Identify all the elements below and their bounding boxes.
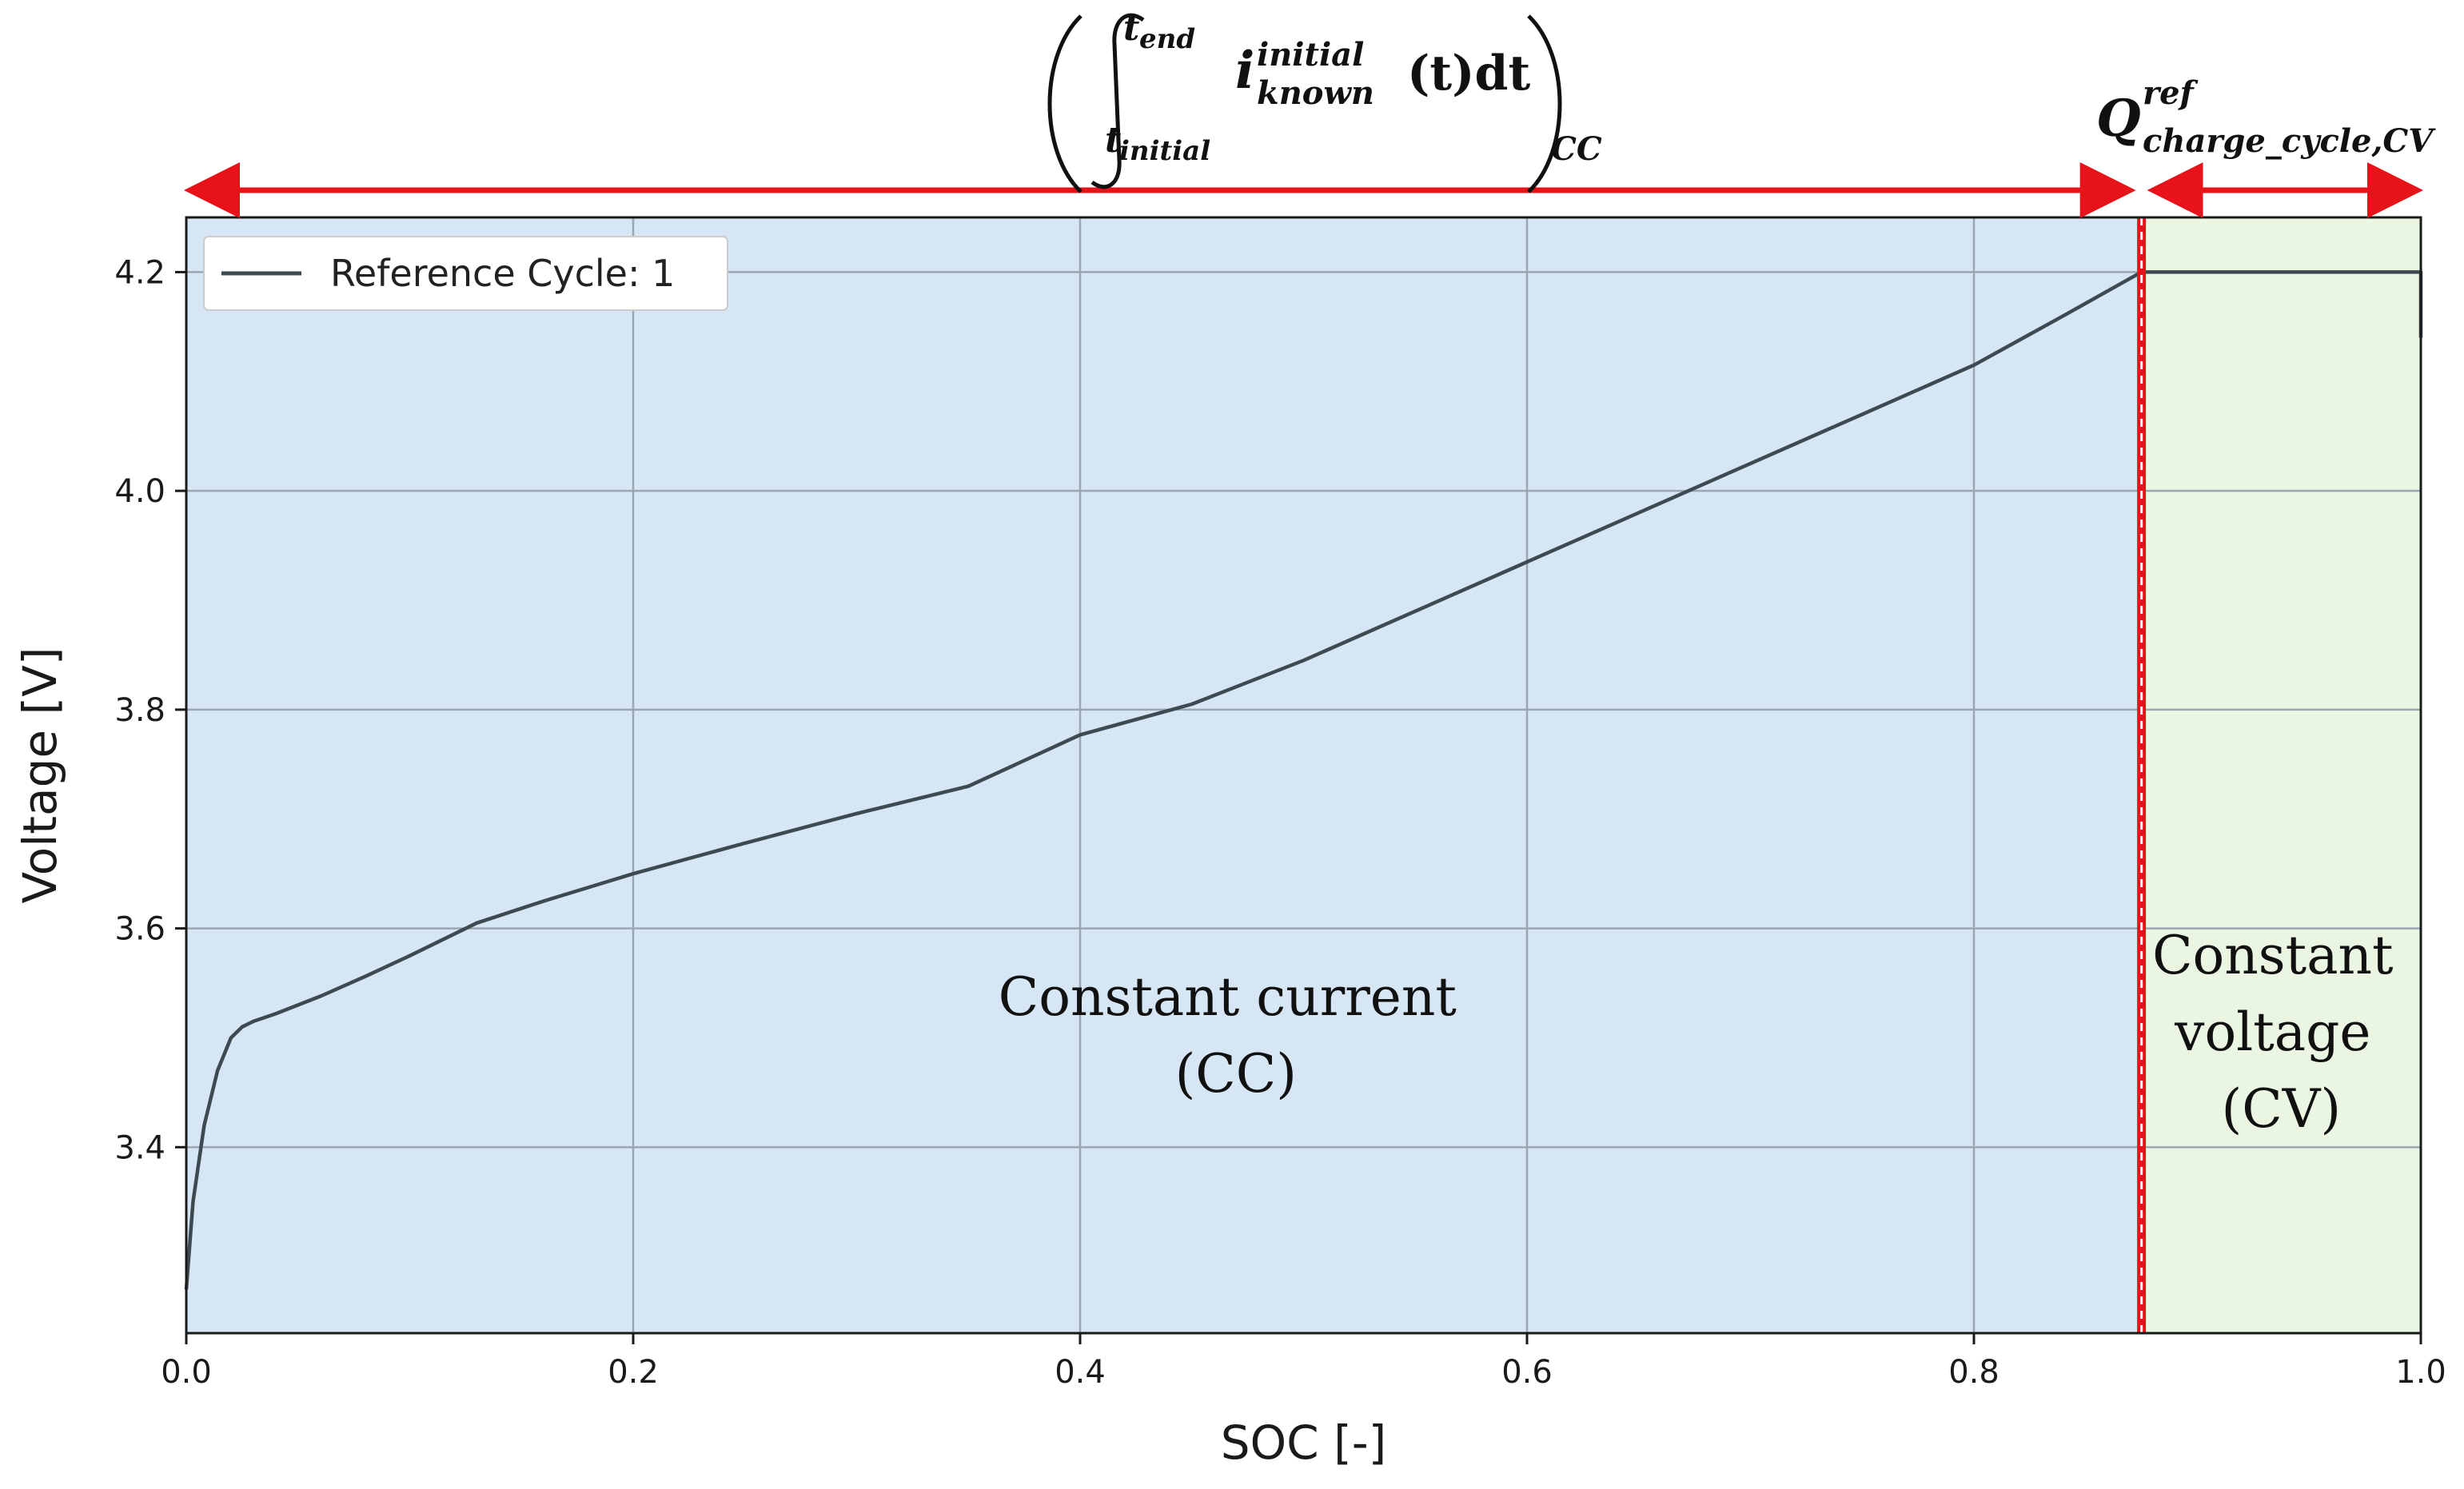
legend-label: Reference Cycle: 1	[330, 252, 675, 295]
x-tick-label: 0.8	[1948, 1354, 2000, 1391]
phase-regions	[186, 217, 2421, 1333]
legend[interactable]: Reference Cycle: 1	[203, 236, 728, 311]
region-labels: Constant current (CC) Constant voltage (…	[999, 925, 2410, 1140]
cv-region	[2141, 217, 2421, 1333]
current-symbol: i	[1235, 41, 1254, 101]
x-tick-label: 1.0	[2395, 1354, 2446, 1391]
y-axis-label: Voltage [V]	[13, 647, 67, 904]
x-tick-label: 0.2	[608, 1354, 659, 1391]
right-paren	[1527, 14, 1562, 193]
charge-subscript: charge_cycle,CV	[2143, 122, 2436, 160]
x-tick-label: 0.4	[1055, 1354, 1106, 1391]
x-tick-label: 0.6	[1501, 1354, 1553, 1391]
left-paren	[1047, 14, 1082, 193]
cc-integral-annotation: t end t initial i initial known (t)dt CC	[1047, 8, 1602, 193]
current-superscript: initial	[1257, 36, 1364, 74]
cc-label-line-1: Constant current	[999, 966, 1457, 1028]
cc-region	[186, 217, 2142, 1333]
integral-lower-sub: initial	[1119, 135, 1210, 167]
integral-upper-sub: end	[1139, 23, 1195, 55]
y-tick-label: 4.0	[114, 473, 165, 510]
axis-ticks: 0.0 0.2 0.4 0.6 0.8 1.0 3.4 3.6 3.8 4.0 4.2	[114, 254, 2446, 1391]
y-tick-label: 3.8	[114, 692, 165, 729]
charge-symbol: Q	[2096, 89, 2141, 149]
cv-label-line-3: (CV)	[2221, 1078, 2341, 1140]
cv-region-label: Constant voltage (CV)	[2152, 925, 2410, 1140]
legend-box	[203, 236, 728, 311]
y-tick-label: 4.2	[114, 254, 165, 291]
cc-label-line-2: (CC)	[1175, 1043, 1298, 1105]
y-tick-label: 3.6	[114, 911, 165, 948]
x-axis-label: SOC [-]	[1221, 1415, 1387, 1470]
integral-upper: t	[1123, 8, 1139, 49]
current-subscript: known	[1257, 74, 1374, 112]
charge-superscript: ref	[2143, 74, 2199, 112]
cv-label-line-1: Constant	[2152, 925, 2394, 986]
y-tick-label: 3.4	[114, 1129, 165, 1166]
outer-subscript: CC	[1551, 130, 1602, 168]
cv-charge-annotation: Q ref charge_cycle,CV	[2096, 74, 2436, 160]
integral-sign	[1090, 13, 1145, 189]
cv-label-line-2: voltage	[2174, 1001, 2370, 1063]
grid-lines	[186, 217, 2421, 1333]
integrand-argument: (t)dt	[1407, 46, 1530, 102]
series-line-reference-cycle-1	[184, 270, 2423, 1290]
x-tick-label: 0.0	[161, 1354, 212, 1391]
cc-region-label: Constant current (CC)	[999, 966, 1473, 1105]
integral-lower: t	[1105, 120, 1121, 161]
